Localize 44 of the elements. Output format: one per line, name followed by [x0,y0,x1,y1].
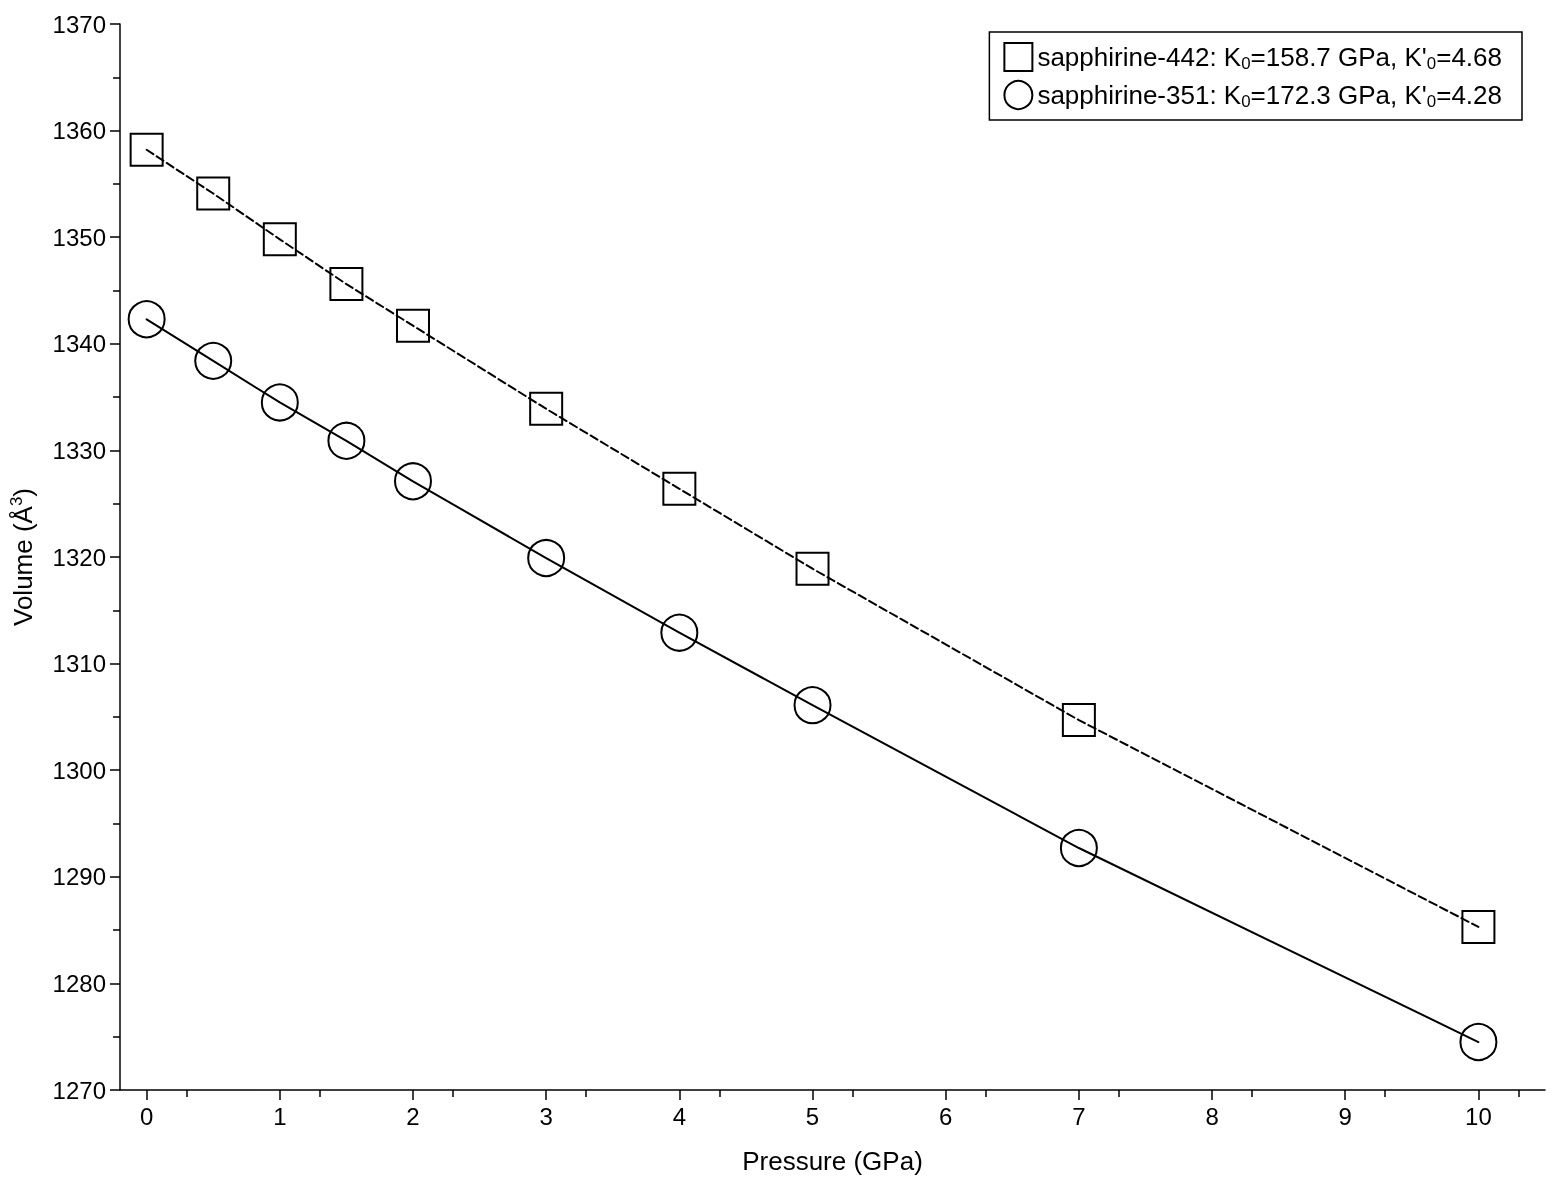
point [329,267,364,302]
point [196,176,231,211]
x-tick-label: 8 [1205,1102,1219,1130]
point [527,539,566,578]
point [1061,703,1096,738]
point [327,421,366,460]
point [129,132,164,167]
y-tick-label: 1280 [52,969,106,997]
y-tick-label: 1300 [52,756,106,784]
point [395,308,430,343]
y-tick-label: 1270 [52,1076,106,1104]
point [662,471,697,506]
x-tick-label: 3 [539,1102,553,1130]
y-tick-label: 1370 [52,10,106,38]
y-tick-label: 1330 [52,436,106,464]
point [194,341,233,380]
y-tick-label: 1350 [52,223,106,251]
point [1459,1023,1498,1062]
x-tick-label: 0 [139,1102,154,1130]
y-tick-label: 1320 [52,543,106,571]
y-tick-label: 1360 [52,117,106,145]
point [394,462,432,501]
point [793,686,832,725]
x-tick-label: 9 [1338,1102,1352,1130]
x-tick-label: 5 [805,1102,820,1130]
point [529,391,564,426]
point [795,551,830,586]
x-tick-label: 2 [406,1102,420,1130]
x-tick-label: 6 [939,1102,953,1130]
x-tick-label: 7 [1072,1102,1086,1130]
point [1461,909,1496,944]
point [260,383,299,422]
x-tick-label: 4 [672,1102,687,1130]
y-tick-label: 1290 [52,863,106,891]
point [262,222,297,257]
point [127,300,166,339]
x-tick-label: 10 [1465,1102,1492,1130]
x-axis-title: Pressure (GPa) [742,1146,923,1176]
y-axis-title: Volume (Å3) [7,487,38,626]
y-tick-label: 1340 [52,330,106,358]
point [660,613,699,652]
point [1059,829,1098,868]
y-tick-label: 1310 [52,650,106,678]
x-tick-label: 1 [273,1102,287,1130]
